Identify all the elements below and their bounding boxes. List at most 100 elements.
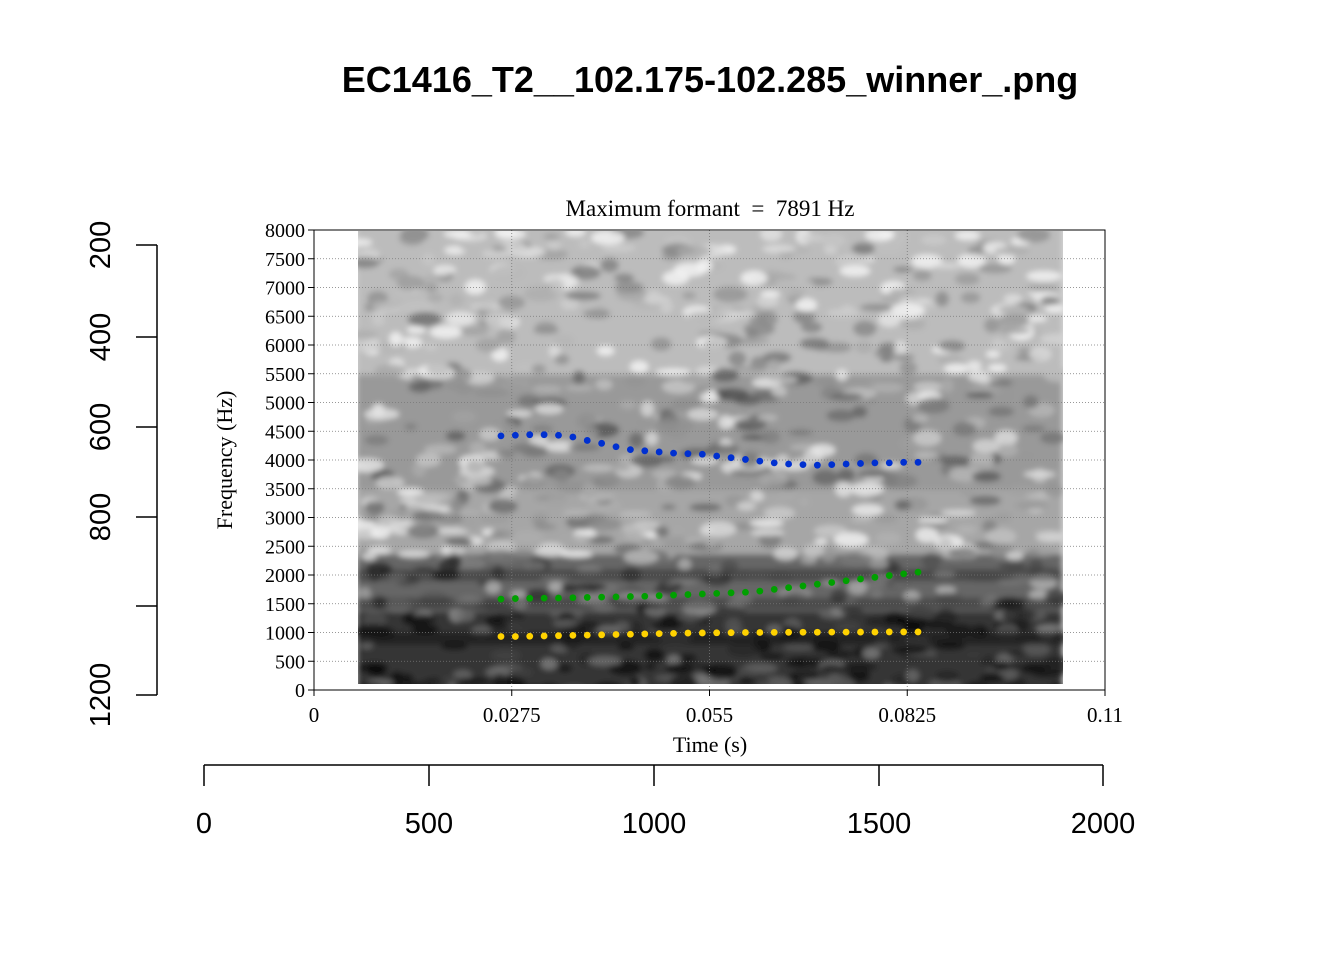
formant-point-f2: [627, 593, 634, 600]
y-tick-label: 6500: [265, 306, 305, 328]
formant-point-f1: [914, 628, 922, 636]
outer-left-tick-label: 200: [85, 221, 117, 269]
x-axis-label: Time (s): [673, 732, 747, 757]
y-tick-label: 1000: [265, 623, 305, 645]
y-tick-label: 3000: [265, 508, 305, 530]
formant-point-f3: [569, 433, 577, 441]
formant-point-f3: [914, 458, 922, 466]
formant-point-f1: [756, 629, 764, 636]
formant-point-f3: [742, 456, 749, 463]
y-tick-label: 4500: [265, 421, 305, 443]
formant-point-f3: [857, 460, 864, 467]
formant-point-f1: [627, 630, 634, 638]
formant-point-f1: [713, 629, 721, 637]
formant-point-f2: [813, 580, 821, 588]
formant-point-f1: [842, 628, 850, 636]
formant-point-f1: [742, 629, 749, 636]
formant-point-f2: [770, 585, 778, 593]
formant-point-f3: [670, 449, 677, 457]
formant-point-f1: [684, 629, 692, 637]
outer-left-axis: 200 400 600 800 1200: [85, 221, 158, 728]
formant-point-f1: [857, 628, 864, 636]
y-tick-label: 4000: [265, 450, 305, 472]
formant-points: [497, 431, 922, 640]
formant-point-f1: [497, 633, 505, 640]
formant-point-f3: [785, 460, 792, 468]
formant-point-f2: [785, 584, 792, 592]
formant-point-f1: [900, 628, 908, 636]
formant-point-f2: [756, 587, 764, 595]
formant-point-f2: [698, 590, 706, 598]
y-tick-label: 500: [275, 651, 305, 673]
formant-point-f1: [583, 631, 591, 639]
formant-point-f2: [828, 579, 836, 586]
formant-point-f2: [742, 588, 749, 596]
formant-point-f2: [871, 573, 879, 581]
formant-point-f2: [670, 591, 677, 599]
formant-point-f1: [555, 632, 562, 640]
outer-bottom-axis: 0 500 1000 1500 2000: [196, 764, 1136, 840]
formant-point-f3: [713, 452, 721, 460]
y-tick-label: 0: [295, 680, 305, 702]
outer-left-tick-label: 400: [85, 313, 117, 361]
outer-bottom-tick-label: 1000: [622, 808, 687, 840]
formant-point-f3: [612, 443, 620, 451]
chart-title: Maximum formant = 7891 Hz: [566, 196, 855, 221]
formant-point-f2: [684, 591, 692, 598]
outer-bottom-tick-label: 0: [196, 808, 212, 840]
formant-point-f1: [511, 633, 519, 640]
y-tick-label: 7500: [265, 249, 305, 271]
formant-point-f3: [583, 437, 591, 444]
outer-bottom-tick-label: 1500: [847, 808, 912, 840]
x-tick-label: 0: [309, 703, 320, 727]
x-axis: 0 0.0275 0.055 0.0825 0.11: [309, 690, 1123, 727]
formant-point-f3: [842, 460, 850, 468]
formant-point-f1: [612, 631, 620, 638]
x-tick-label: 0.0825: [878, 703, 936, 727]
formant-point-f3: [497, 432, 505, 440]
formant-point-f3: [885, 459, 893, 467]
outer-bottom-tick-label: 2000: [1071, 808, 1136, 840]
outer-left-tick-label: 600: [85, 403, 117, 451]
formant-point-f2: [900, 570, 908, 578]
formant-point-f1: [655, 630, 663, 638]
formant-point-f3: [511, 431, 519, 439]
formant-point-f1: [885, 628, 893, 636]
formant-point-f1: [569, 631, 577, 639]
formant-point-f1: [785, 628, 792, 636]
page-title: EC1416_T2__102.175-102.285_winner_.png: [342, 59, 1078, 100]
formant-point-f2: [583, 594, 591, 601]
formant-point-f3: [598, 439, 606, 447]
formant-point-f2: [555, 594, 562, 602]
spectrogram: [358, 231, 1063, 684]
formant-point-f2: [540, 594, 548, 602]
formant-point-f2: [842, 577, 850, 585]
formant-point-f2: [713, 590, 721, 597]
formant-point-f2: [598, 593, 606, 601]
y-tick-label: 2000: [265, 565, 305, 587]
x-tick-label: 0.055: [686, 703, 733, 727]
formant-point-f3: [684, 450, 692, 458]
x-tick-label: 0.11: [1087, 703, 1123, 727]
y-tick-label: 5500: [265, 364, 305, 386]
y-tick-label: 2500: [265, 536, 305, 558]
x-tick-label: 0.0275: [483, 703, 541, 727]
formant-point-f3: [799, 461, 807, 468]
formant-point-f1: [813, 628, 821, 636]
formant-point-f1: [828, 628, 836, 636]
formant-point-f2: [612, 593, 620, 601]
formant-point-f1: [698, 629, 706, 637]
formant-point-f3: [828, 461, 836, 468]
formant-point-f3: [756, 457, 764, 465]
formant-point-f3: [540, 431, 548, 439]
formant-point-f3: [871, 459, 879, 467]
formant-point-f2: [497, 595, 505, 603]
formant-point-f1: [670, 629, 677, 637]
formant-point-f2: [526, 594, 534, 602]
formant-point-f1: [526, 632, 534, 640]
formant-point-f1: [598, 631, 606, 639]
outer-left-tick-label: 1200: [85, 663, 117, 728]
y-axis: 0 500 1000 1500 2000 2500 3000 3500 4000 4500 5000…: [265, 220, 314, 702]
formant-point-f1: [770, 628, 778, 636]
